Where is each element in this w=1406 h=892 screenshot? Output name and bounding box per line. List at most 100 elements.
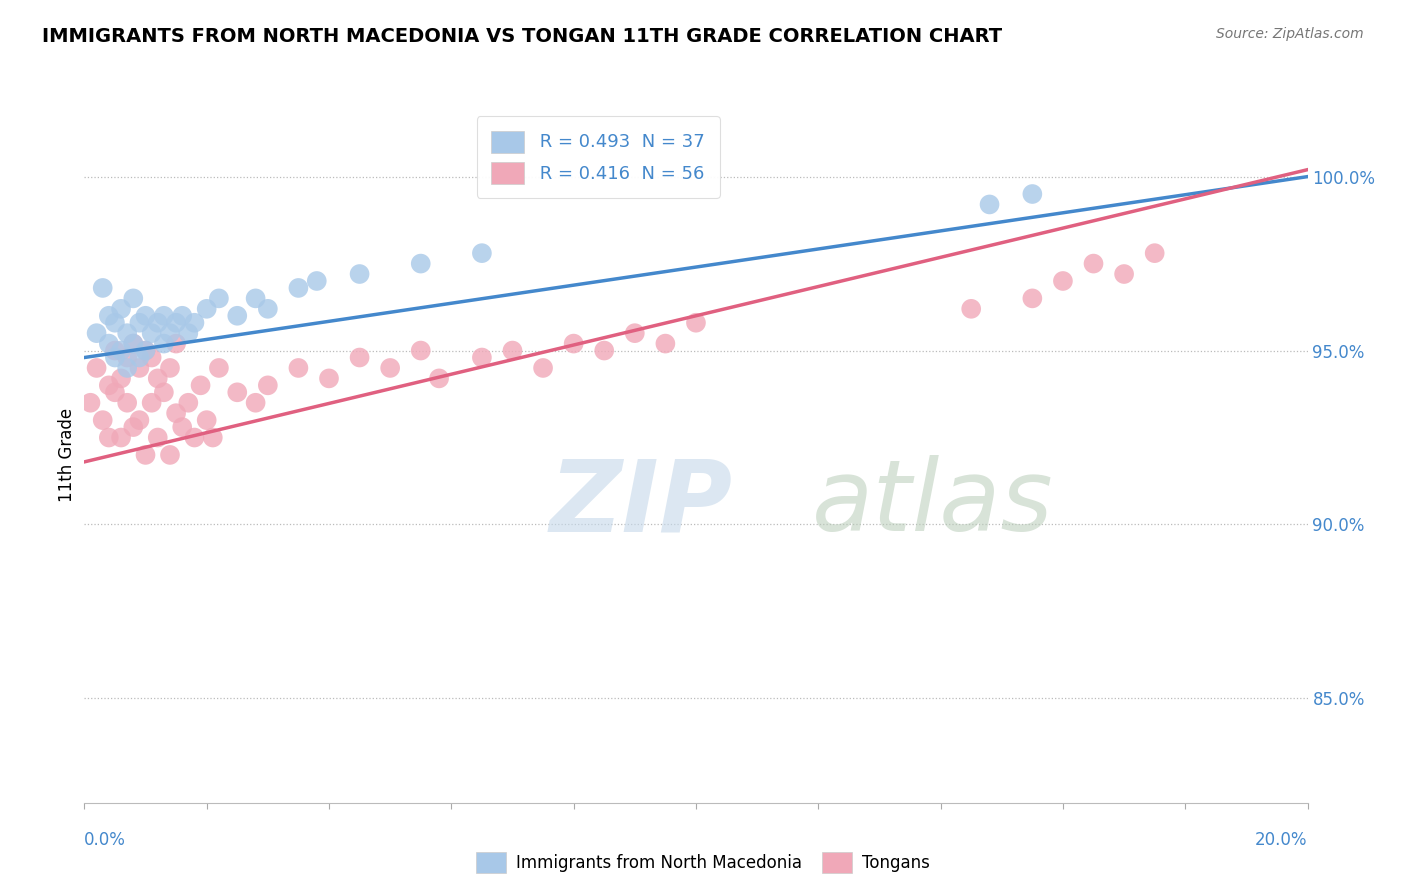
Point: [471, 351, 494, 365]
Text: atlas: atlas: [813, 455, 1054, 552]
Point: [654, 336, 676, 351]
Point: [1021, 292, 1043, 306]
Point: [128, 316, 150, 330]
Point: [122, 292, 145, 306]
Point: [427, 371, 450, 385]
Point: [177, 396, 200, 410]
Point: [190, 378, 212, 392]
Point: [153, 309, 176, 323]
Point: [165, 406, 187, 420]
Point: [318, 371, 340, 385]
Point: [128, 351, 150, 365]
Point: [122, 336, 145, 351]
Point: [110, 301, 132, 316]
Point: [183, 316, 205, 330]
Point: [135, 448, 157, 462]
Point: [146, 431, 169, 445]
Point: [226, 385, 249, 400]
Point: [91, 413, 114, 427]
Point: [122, 420, 145, 434]
Point: [471, 246, 494, 260]
Point: [104, 385, 127, 400]
Legend:  R = 0.493  N = 37,  R = 0.416  N = 56: R = 0.493 N = 37, R = 0.416 N = 56: [477, 116, 720, 198]
Point: [305, 274, 328, 288]
Text: 0.0%: 0.0%: [84, 830, 127, 848]
Point: [104, 316, 127, 330]
Point: [97, 336, 120, 351]
Text: ZIP: ZIP: [550, 455, 733, 552]
Point: [165, 336, 187, 351]
Point: [141, 396, 163, 410]
Point: [979, 197, 1001, 211]
Point: [115, 396, 138, 410]
Point: [349, 267, 371, 281]
Point: [960, 301, 983, 316]
Point: [97, 378, 120, 392]
Point: [208, 361, 231, 376]
Point: [97, 309, 120, 323]
Point: [1143, 246, 1166, 260]
Point: [104, 343, 127, 358]
Point: [172, 420, 194, 434]
Point: [531, 361, 554, 376]
Point: [141, 326, 163, 341]
Y-axis label: 11th Grade: 11th Grade: [58, 408, 76, 502]
Point: [177, 326, 200, 341]
Point: [79, 396, 101, 410]
Point: [141, 351, 163, 365]
Point: [159, 326, 181, 341]
Point: [562, 336, 585, 351]
Point: [409, 257, 432, 271]
Point: [135, 309, 157, 323]
Point: [409, 343, 432, 358]
Point: [115, 326, 138, 341]
Point: [153, 385, 176, 400]
Point: [257, 378, 280, 392]
Text: Source: ZipAtlas.com: Source: ZipAtlas.com: [1216, 27, 1364, 41]
Point: [1021, 187, 1043, 202]
Point: [245, 396, 267, 410]
Point: [146, 371, 169, 385]
Point: [685, 316, 707, 330]
Point: [110, 343, 132, 358]
Point: [593, 343, 616, 358]
Point: [195, 413, 218, 427]
Point: [115, 361, 138, 376]
Point: [183, 431, 205, 445]
Point: [201, 431, 224, 445]
Point: [1052, 274, 1074, 288]
Point: [501, 343, 523, 358]
Point: [153, 336, 176, 351]
Point: [128, 361, 150, 376]
Point: [208, 292, 231, 306]
Point: [115, 351, 138, 365]
Point: [122, 336, 145, 351]
Point: [91, 281, 114, 295]
Point: [86, 361, 108, 376]
Point: [287, 361, 309, 376]
Point: [128, 413, 150, 427]
Point: [245, 292, 267, 306]
Point: [287, 281, 309, 295]
Point: [104, 351, 127, 365]
Point: [1114, 267, 1136, 281]
Point: [624, 326, 647, 341]
Point: [349, 351, 371, 365]
Point: [380, 361, 402, 376]
Point: [226, 309, 249, 323]
Point: [165, 316, 187, 330]
Point: [110, 371, 132, 385]
Point: [135, 343, 157, 358]
Text: IMMIGRANTS FROM NORTH MACEDONIA VS TONGAN 11TH GRADE CORRELATION CHART: IMMIGRANTS FROM NORTH MACEDONIA VS TONGA…: [42, 27, 1002, 45]
Point: [146, 316, 169, 330]
Point: [86, 326, 108, 341]
Point: [172, 309, 194, 323]
Point: [257, 301, 280, 316]
Point: [97, 431, 120, 445]
Point: [159, 448, 181, 462]
Point: [159, 361, 181, 376]
Point: [195, 301, 218, 316]
Point: [1083, 257, 1105, 271]
Legend: Immigrants from North Macedonia, Tongans: Immigrants from North Macedonia, Tongans: [470, 846, 936, 880]
Point: [110, 431, 132, 445]
